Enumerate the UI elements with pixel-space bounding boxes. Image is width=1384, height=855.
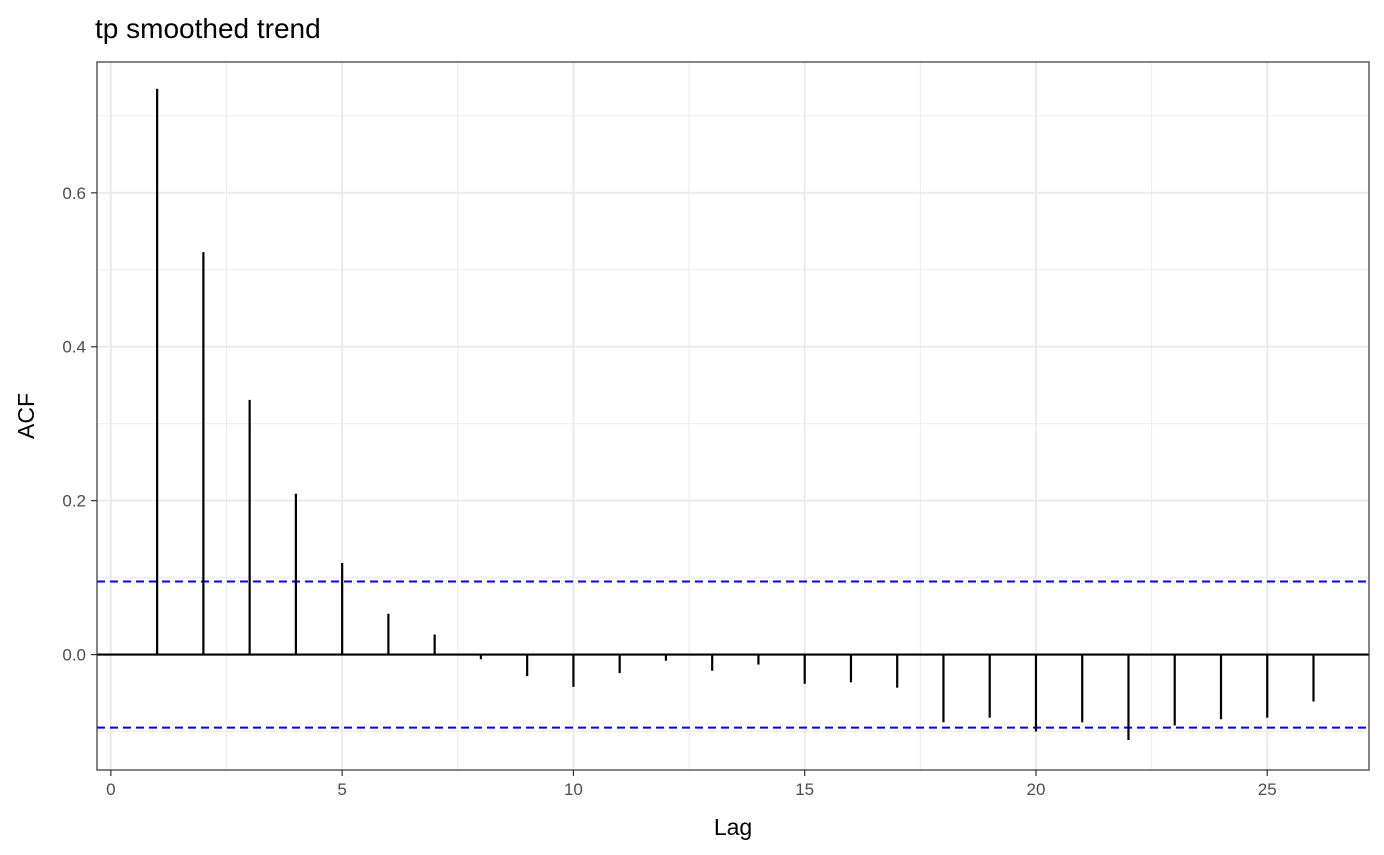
x-axis-title: Lag: [714, 814, 752, 840]
x-tick-label: 25: [1258, 780, 1277, 799]
y-tick-label: 0.0: [62, 646, 86, 665]
x-tick-label: 0: [106, 780, 115, 799]
y-tick-label: 0.4: [62, 338, 86, 357]
y-tick-label: 0.6: [62, 184, 86, 203]
panel-border: [96, 61, 1370, 771]
y-axis-title: ACF: [13, 393, 39, 439]
x-axis: 0 5 10 15 20 25: [106, 770, 1277, 799]
acf-bars: [156, 88, 1315, 740]
x-tick-label: 15: [795, 780, 814, 799]
confidence-lines: [97, 580, 1369, 729]
y-tick-label: 0.2: [62, 492, 86, 511]
chart-title: tp smoothed trend: [95, 13, 321, 44]
grid-lines: [97, 62, 1369, 770]
y-axis: 0.0 0.2 0.4 0.6: [62, 184, 97, 665]
x-tick-label: 10: [564, 780, 583, 799]
x-tick-label: 20: [1027, 780, 1046, 799]
x-tick-label: 5: [337, 780, 346, 799]
